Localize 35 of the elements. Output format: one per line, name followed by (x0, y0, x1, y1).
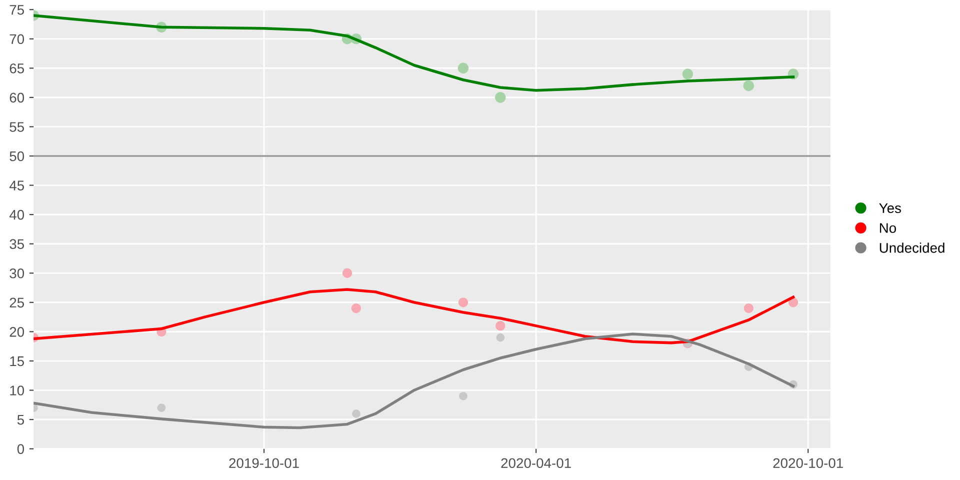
point (496, 333, 505, 342)
y-tick-label: 30 (10, 268, 24, 278)
point (351, 303, 361, 314)
legend-label: No (880, 223, 896, 233)
y-tick-label: 45 (9, 180, 24, 190)
y-tick-label: 10 (10, 386, 24, 396)
y-tick-label: 5 (17, 414, 24, 425)
x-tick-label: 2020-04-01 (501, 458, 571, 468)
point (458, 298, 468, 308)
point (495, 92, 506, 103)
point (744, 303, 754, 314)
y-tick-label: 35 (10, 239, 24, 250)
y-tick-label: 55 (10, 122, 24, 132)
point (496, 321, 506, 331)
point (743, 80, 754, 92)
point (157, 404, 166, 412)
y-tick-label: 75 (10, 5, 24, 15)
point (352, 409, 360, 418)
legend-label: Undecided (880, 242, 944, 253)
y-tick-label: 65 (10, 63, 24, 74)
point (459, 392, 468, 400)
y-tick-label: 50 (10, 151, 24, 162)
y-tick-label: 70 (10, 34, 24, 44)
legend-label: Yes (879, 203, 901, 214)
y-tick-label: 40 (9, 210, 24, 220)
y-tick-label: 0 (17, 444, 24, 454)
point (682, 68, 694, 80)
x-tick-label: 2019-10-01 (229, 458, 299, 468)
point (458, 62, 469, 74)
y-tick-label: 20 (10, 327, 24, 337)
x-tick-label: 2020-10-01 (773, 458, 843, 468)
y-tick-label: 60 (10, 92, 24, 103)
y-tick-label: 25 (10, 298, 24, 308)
y-tick-label: 15 (10, 356, 24, 366)
point (342, 268, 352, 278)
